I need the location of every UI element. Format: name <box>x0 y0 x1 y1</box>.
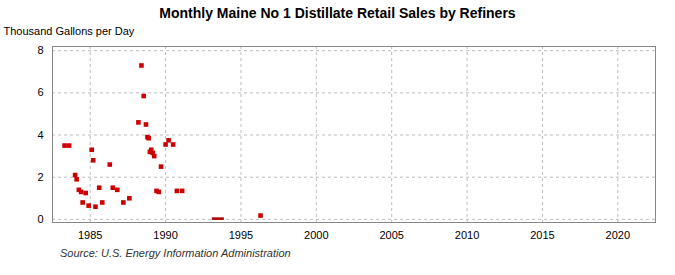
svg-text:2020: 2020 <box>606 229 630 241</box>
html-text:Source: U.S. Energy Informatio: Source: U.S. Energy Information Administ… <box>60 247 291 259</box>
svg-text:Thousand Gallons per Day: Thousand Gallons per Day <box>4 25 135 37</box>
svg-text:2000: 2000 <box>304 229 328 241</box>
svg-text:8: 8 <box>37 44 43 56</box>
svg-text:1995: 1995 <box>229 229 253 241</box>
svg-text:2005: 2005 <box>379 229 403 241</box>
svg-text:4: 4 <box>37 129 43 141</box>
svg-text:2: 2 <box>37 171 43 183</box>
svg-text:2010: 2010 <box>455 229 479 241</box>
html-text:Monthly Maine No 1 Distillate: Monthly Maine No 1 Distillate Retail Sal… <box>159 5 516 21</box>
svg-text:0: 0 <box>37 213 43 225</box>
svg-text:1985: 1985 <box>78 229 102 241</box>
svg-text:2015: 2015 <box>530 229 554 241</box>
svg-text:1990: 1990 <box>153 229 177 241</box>
svg-text:6: 6 <box>37 86 43 98</box>
